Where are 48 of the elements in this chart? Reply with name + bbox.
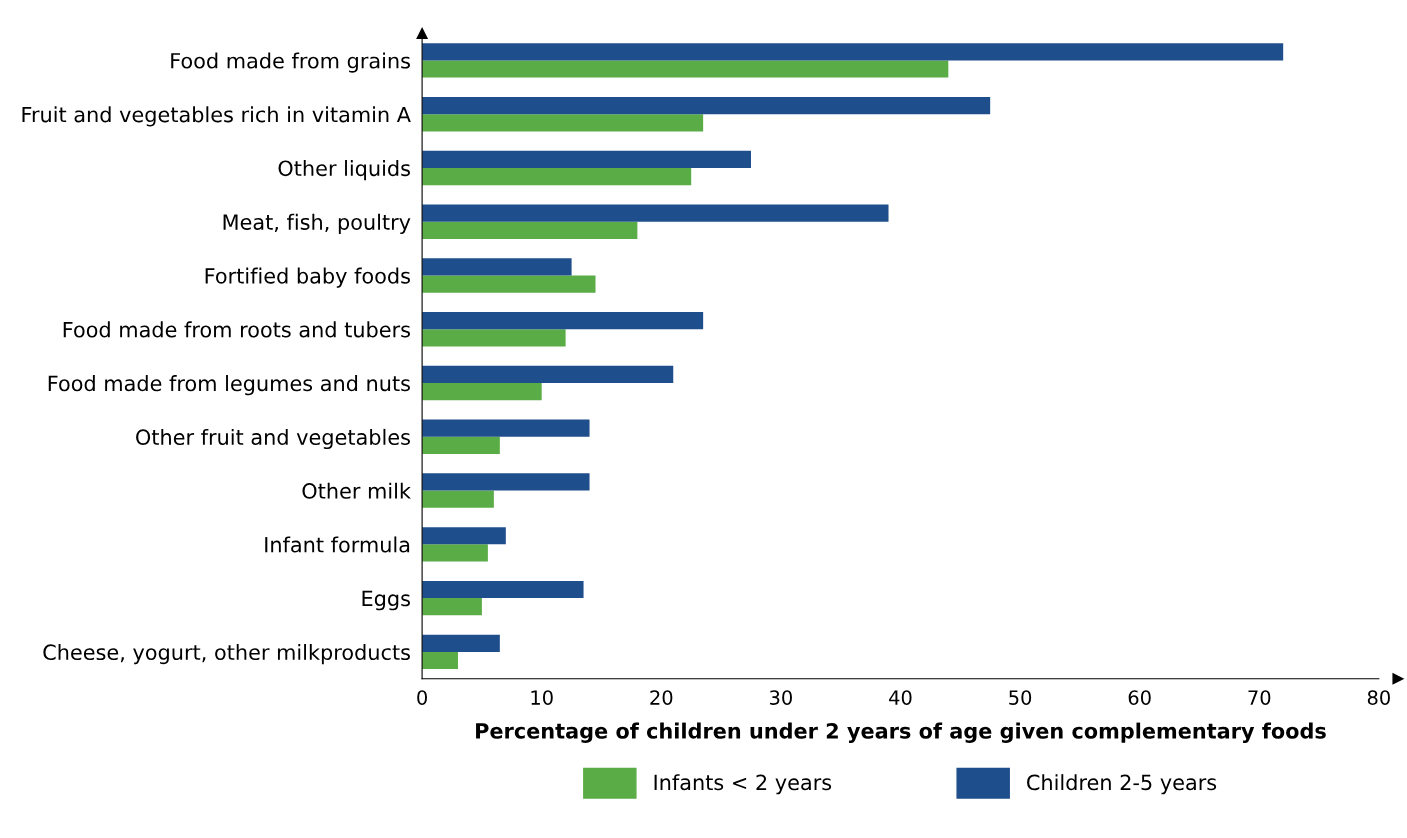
x-tick-label: 20 — [650, 690, 673, 705]
bar — [422, 150, 751, 168]
y-tick-label: Other fruit and vegetables — [136, 428, 410, 450]
x-tick-label: 30 — [770, 690, 792, 705]
y-tick-label: Other liquids — [278, 160, 410, 181]
bar — [422, 114, 704, 132]
y-tick-label: Food made from roots and tubers — [63, 321, 410, 338]
x-tick-label: 70 — [1248, 690, 1271, 705]
y-tick-label: Other milk — [302, 482, 411, 499]
y-tick-label: Infant formula — [265, 536, 410, 553]
bar — [422, 419, 590, 437]
legend-label: Children 2-5 years — [1027, 774, 1217, 795]
bar — [422, 580, 584, 599]
x-tick-label: 10 — [531, 690, 553, 705]
bar — [422, 473, 590, 491]
y-tick-label: Eggs — [362, 590, 410, 611]
x-tick-label: 50 — [1009, 690, 1032, 705]
bar — [422, 60, 949, 78]
bar — [422, 96, 991, 115]
x-axis-title: Percentage of children under 2 years of age given complementary foods — [476, 722, 1326, 743]
y-tick-label: Cheese, yogurt, other milkproducts — [43, 643, 410, 665]
bar — [422, 383, 542, 401]
x-tick-label: 0 — [417, 690, 427, 705]
bar — [422, 275, 596, 293]
y-tick-label: Food made from legumes and nuts — [48, 375, 410, 396]
bar — [422, 221, 638, 239]
bar — [422, 598, 482, 616]
x-tick-label: 60 — [1128, 690, 1151, 705]
bar — [422, 329, 566, 347]
x-tick-label: 80 — [1367, 690, 1390, 705]
bar — [422, 651, 458, 670]
bar — [422, 312, 704, 330]
x-tick-label: 40 — [889, 690, 912, 705]
bar — [422, 544, 488, 562]
y-tick-label: Meat, fish, poultry — [223, 213, 411, 234]
bar — [422, 490, 494, 508]
bar — [422, 365, 674, 384]
y-tick-label: Fortified baby foods — [205, 267, 410, 288]
bar — [422, 204, 889, 222]
bar — [422, 43, 1284, 61]
y-tick-label: Food made from grains — [171, 52, 410, 73]
bar — [422, 258, 572, 276]
legend-label: Infants < 2 years — [654, 774, 832, 795]
bar — [422, 634, 500, 652]
y-tick-label: Fruit and vegetables rich in vitamin A — [22, 106, 411, 127]
bar — [422, 167, 692, 186]
bar — [422, 527, 506, 545]
bar — [422, 436, 500, 455]
